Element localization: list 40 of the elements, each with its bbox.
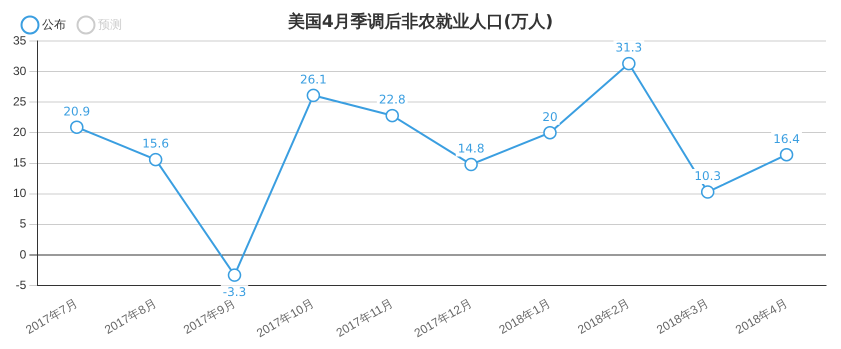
point (70, 120, 84, 134)
point (543, 126, 557, 140)
y-tick-label: 5 (20, 216, 27, 231)
point (385, 108, 399, 122)
y-tick-label: 10 (12, 186, 27, 200)
point (306, 88, 320, 102)
x-tick-label: 2018年4月 (733, 296, 790, 337)
data-label: 31.3 (615, 40, 642, 55)
x-tick-label: 2017年11月 (334, 296, 396, 340)
point (228, 268, 242, 282)
x-tick-label: 2017年8月 (102, 296, 159, 337)
x-tick-label: 2018年2月 (575, 296, 632, 337)
y-tick-label: 20 (12, 125, 27, 140)
data-label: 14.8 (458, 142, 484, 156)
y-tick-label: 35 (12, 33, 27, 48)
point (780, 148, 794, 162)
y-tick-label: 0 (20, 247, 27, 262)
y-tick-label: -5 (16, 278, 27, 292)
x-tick-label: 2018年3月 (654, 296, 711, 337)
data-label: 20 (542, 110, 558, 124)
point (148, 152, 162, 166)
data-label: 16.4 (773, 132, 800, 146)
chart-title: 美国4月季调后非农就业人口(万人) (288, 12, 554, 32)
point (464, 158, 478, 172)
y-tick-label: 15 (12, 156, 27, 170)
y-tick-label: 30 (12, 64, 27, 78)
x-tick-label: 2017年12月 (412, 296, 474, 340)
y-tick-label: 25 (12, 94, 27, 108)
x-tick-label: 2017年10月 (254, 296, 317, 340)
data-label: 10.3 (694, 169, 722, 184)
data-label: 22.8 (378, 92, 406, 107)
point (622, 56, 636, 70)
point (700, 185, 714, 199)
x-tick-label: 2017年7月 (23, 296, 80, 337)
x-tick-label: 2018年1月 (496, 296, 554, 337)
data-label: -3.3 (222, 285, 246, 300)
data-label: 26.1 (300, 72, 327, 87)
data-label: 20.9 (63, 104, 90, 118)
data-label: 15.6 (142, 136, 170, 151)
legend-label: 公布 (42, 17, 66, 32)
